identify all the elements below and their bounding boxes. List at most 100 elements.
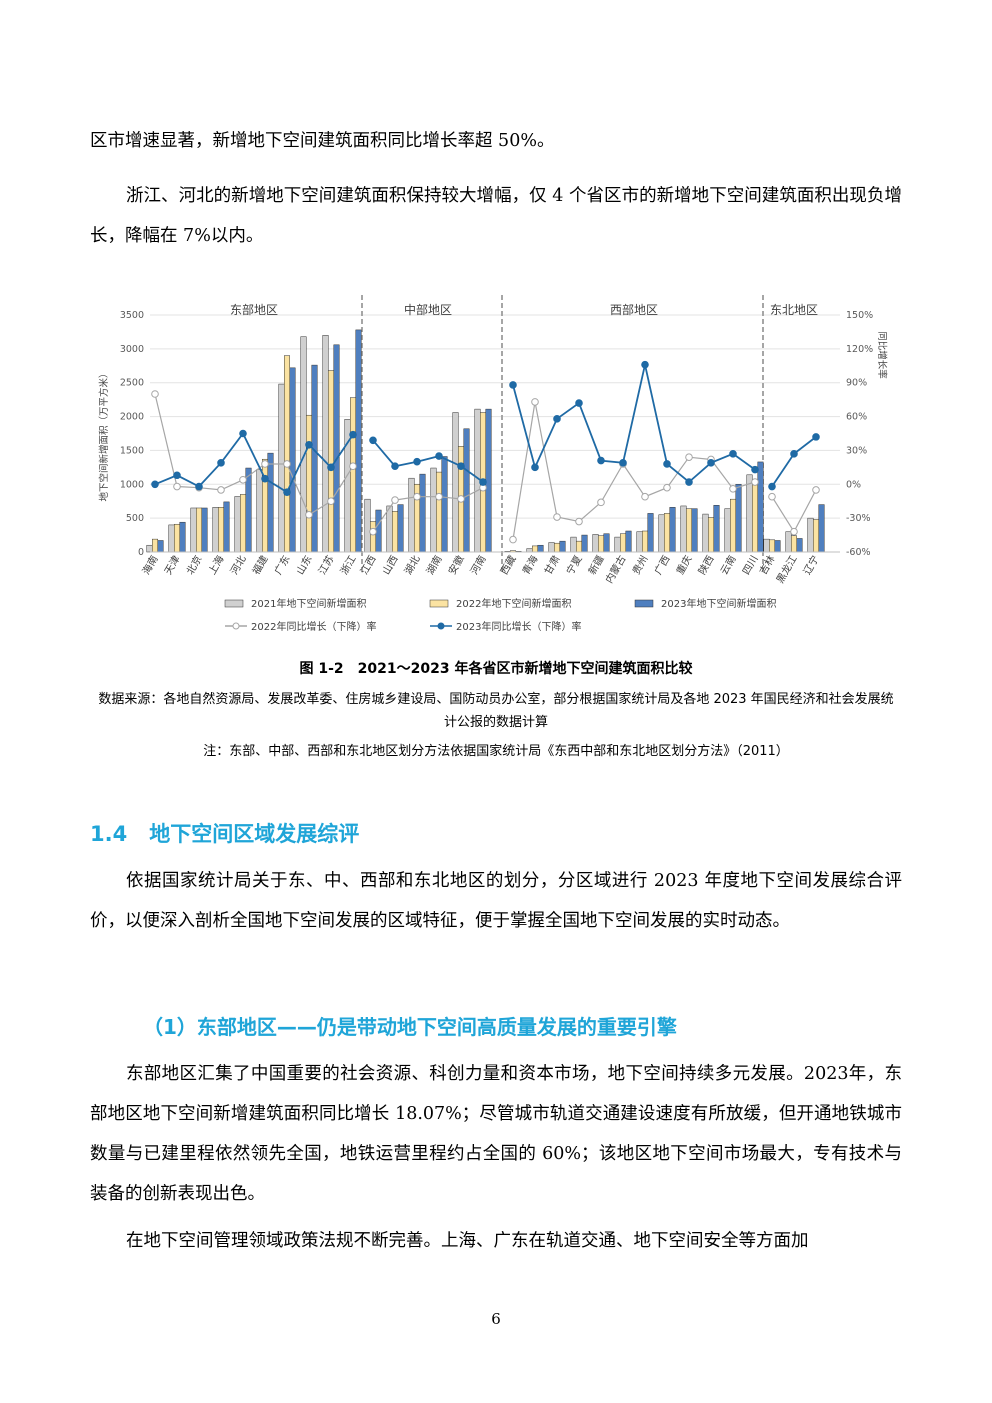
region-label: 东部地区 bbox=[230, 302, 278, 317]
point-2023 bbox=[619, 459, 627, 467]
bar-2021 bbox=[430, 467, 437, 553]
bar-2023 bbox=[267, 452, 274, 553]
bar-2023 bbox=[757, 461, 764, 553]
point-2022 bbox=[641, 492, 649, 501]
category-label: 黑龙江 bbox=[773, 553, 799, 585]
bar-2021 bbox=[724, 508, 731, 553]
point-2023 bbox=[457, 462, 465, 471]
bar-2023 bbox=[441, 456, 448, 553]
subsection-heading: （1）东部地区——仍是带动地下空间高质量发展的重要引擎 bbox=[143, 1015, 677, 1039]
bar-2023 bbox=[485, 408, 492, 553]
point-2022 bbox=[790, 527, 798, 536]
point-2023 bbox=[261, 474, 269, 483]
y-axis-title: 地下空间新增面积（万平方米） bbox=[98, 368, 110, 501]
bar-2022 bbox=[813, 519, 819, 553]
point-2023 bbox=[217, 459, 225, 467]
point-2022 bbox=[685, 453, 693, 461]
legend-swatch-b2023 bbox=[634, 599, 654, 608]
category-label: 北京 bbox=[183, 553, 204, 577]
bar-2021 bbox=[234, 496, 241, 553]
bar-2021 bbox=[702, 513, 709, 553]
category-label: 湖南 bbox=[423, 553, 444, 577]
figure-source: 数据来源：各地自然资源局、发展改革委、住房城乡建设局、国防动员办公室，部分根据国… bbox=[98, 692, 894, 730]
y-tick-label: 1500 bbox=[120, 445, 144, 456]
bar-2022 bbox=[392, 511, 398, 553]
bar-2021 bbox=[614, 536, 621, 553]
region-label: 中部地区 bbox=[404, 302, 452, 317]
bar-2023 bbox=[669, 507, 676, 553]
point-2023 bbox=[413, 457, 421, 466]
bar-2021 bbox=[408, 477, 415, 553]
bar-2023 bbox=[735, 484, 742, 553]
bar-2021 bbox=[548, 542, 555, 553]
figure-caption: 图 1-2 2021～2023 年各省区市新增地下空间建筑面积比较 bbox=[299, 661, 693, 677]
bar-2022 bbox=[752, 480, 758, 553]
paragraph-policy: 在地下空间管理领域政策法规不断完善。上海、广东在轨道交通、地下空间安全等方面加 bbox=[126, 1231, 809, 1251]
point-2022 bbox=[663, 483, 671, 492]
legend-swatch-b2022 bbox=[429, 599, 449, 608]
y2-tick-label: 90% bbox=[846, 378, 867, 389]
point-2023 bbox=[349, 430, 357, 439]
category-label: 云南 bbox=[717, 553, 738, 577]
category-label: 四川 bbox=[741, 554, 761, 577]
y-tick-label: 1000 bbox=[120, 479, 144, 490]
y2-tick-label: 60% bbox=[846, 412, 867, 423]
bar-2021 bbox=[256, 469, 263, 553]
point-2022 bbox=[509, 535, 517, 544]
region-label: 东北地区 bbox=[770, 303, 818, 317]
bar-2023 bbox=[647, 513, 654, 553]
figure-note: 注：东部、中部、西部和东北地区划分方法依据国家统计局《东西中部和东北地区划分方法… bbox=[203, 744, 789, 759]
bar-2021 bbox=[322, 335, 329, 553]
y2-tick-label: 150% bbox=[846, 310, 873, 321]
y-tick-label: 2000 bbox=[120, 412, 144, 423]
point-2023 bbox=[641, 360, 649, 369]
regional-bar-line-chart: 0 500 1000 1500 2000 2500 3000 3500 -60% -30% 0% 30… bbox=[98, 295, 888, 633]
bar-2021 bbox=[452, 412, 459, 553]
point-2023 bbox=[729, 450, 737, 458]
paragraph-east-region: 东部地区汇集了中国重要的社会资源、科创力量和资本市场，地下空间持续多元发展。20… bbox=[90, 1064, 902, 1204]
bar-2021 bbox=[807, 517, 814, 553]
legend-label-b2021: 2021年地下空间新增面积 bbox=[251, 597, 366, 610]
bar-2022 bbox=[664, 513, 670, 553]
point-2022 bbox=[553, 513, 561, 521]
line-2023 bbox=[771, 436, 817, 488]
bar-2021 bbox=[785, 531, 792, 553]
bar-2023 bbox=[818, 504, 825, 553]
category-label: 山西 bbox=[380, 554, 400, 577]
point-2022 bbox=[217, 486, 225, 494]
bar-2022 bbox=[554, 542, 560, 553]
bar-2023 bbox=[289, 367, 296, 553]
page-number: 6 bbox=[491, 1310, 501, 1328]
point-2022 bbox=[173, 482, 181, 491]
line-2023 bbox=[372, 439, 484, 483]
category-label: 陕西 bbox=[695, 553, 716, 577]
y-tick-label: 2500 bbox=[120, 378, 144, 389]
point-2022 bbox=[597, 498, 605, 507]
bar-2022 bbox=[769, 539, 775, 553]
legend-label-b2022: 2022年地下空间新增面积 bbox=[456, 597, 571, 610]
legend-label-l2022: 2022年同比增长（下降）率 bbox=[251, 620, 376, 633]
bar-2021 bbox=[364, 498, 371, 553]
bar-2023 bbox=[355, 329, 362, 553]
category-label: 山东 bbox=[293, 553, 314, 577]
bar-2022 bbox=[532, 545, 538, 553]
category-label: 辽宁 bbox=[800, 553, 821, 577]
category-label: 安徽 bbox=[445, 553, 466, 577]
point-2023 bbox=[391, 462, 399, 471]
bar-2023 bbox=[223, 501, 230, 553]
y2-tick-label: 30% bbox=[846, 445, 867, 456]
point-2023 bbox=[790, 450, 798, 458]
bar-2021 bbox=[763, 538, 770, 553]
bar-2021 bbox=[592, 534, 599, 553]
bar-2023 bbox=[157, 540, 164, 553]
category-label: 新疆 bbox=[585, 553, 606, 577]
y-tick-label: 500 bbox=[126, 513, 144, 524]
bar-2022 bbox=[791, 535, 797, 553]
y2-tick-label: 0% bbox=[846, 479, 861, 490]
legend-label-b2023: 2023年地下空间新增面积 bbox=[661, 597, 776, 610]
bar-2022 bbox=[730, 498, 736, 553]
bar-2023 bbox=[333, 344, 340, 553]
bar-2023 bbox=[537, 544, 544, 553]
point-2023 bbox=[239, 429, 247, 438]
bar-2022 bbox=[152, 538, 158, 553]
